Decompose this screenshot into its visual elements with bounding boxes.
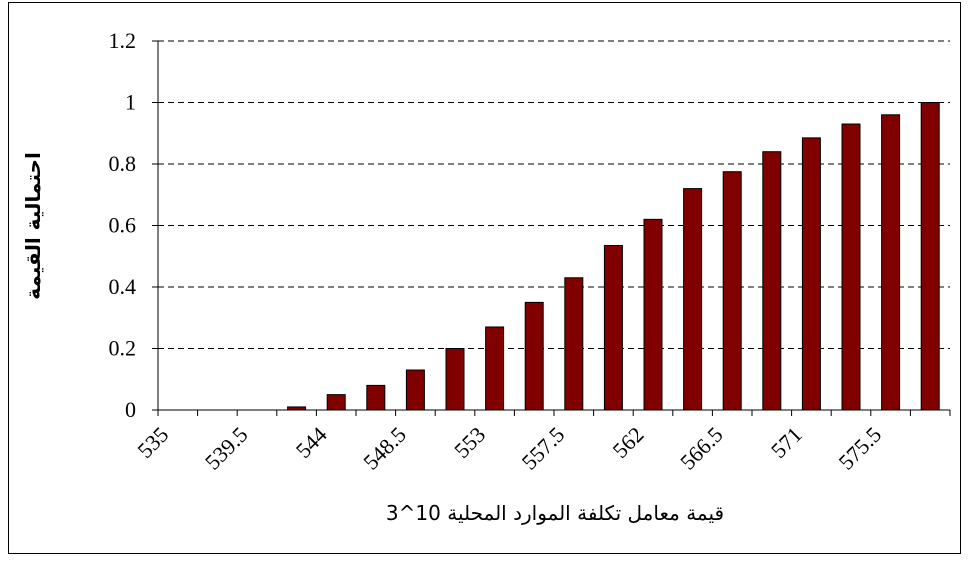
y-tick-label: 0.4 <box>109 274 137 299</box>
bar <box>603 244 623 411</box>
x-tick-label: 575.5 <box>833 422 886 475</box>
bar <box>683 188 703 411</box>
chart-border <box>8 2 961 554</box>
y-tick-label: 0.6 <box>109 213 137 238</box>
y-tick-label: 0.8 <box>109 151 137 176</box>
x-tick-label: 553 <box>449 422 490 463</box>
bar <box>841 123 861 411</box>
bar <box>485 326 505 411</box>
y-tick-label: 1 <box>125 90 136 115</box>
bar <box>287 406 307 411</box>
y-tick-label: 0.2 <box>109 336 137 361</box>
bar <box>762 151 782 411</box>
x-tick-label: 548.5 <box>358 422 411 475</box>
x-tick-label: 535 <box>132 422 173 463</box>
bar <box>920 102 940 411</box>
x-axis-label: قيمة معامل تكلفة الموارد المحلية 10^3 <box>386 501 724 525</box>
bar <box>445 348 465 411</box>
x-tick-label: 544 <box>291 422 332 463</box>
y-axis-label: احتمالية القيمة <box>21 152 45 300</box>
bar <box>524 301 544 411</box>
bar <box>366 384 386 411</box>
bar <box>326 394 346 411</box>
x-tick-label: 566.5 <box>675 422 728 475</box>
bar <box>643 218 663 411</box>
x-tick-label: 562 <box>608 422 649 463</box>
x-tick-label: 557.5 <box>517 422 570 475</box>
y-tick-label: 1.2 <box>109 28 137 53</box>
bar <box>405 369 425 411</box>
x-tick-label: 539.5 <box>200 422 253 475</box>
x-tick-label: 571 <box>766 422 807 463</box>
y-tick-label: 0 <box>125 397 136 422</box>
bar <box>801 137 821 411</box>
bar <box>722 171 742 411</box>
bar <box>881 114 901 411</box>
bar <box>564 277 584 411</box>
